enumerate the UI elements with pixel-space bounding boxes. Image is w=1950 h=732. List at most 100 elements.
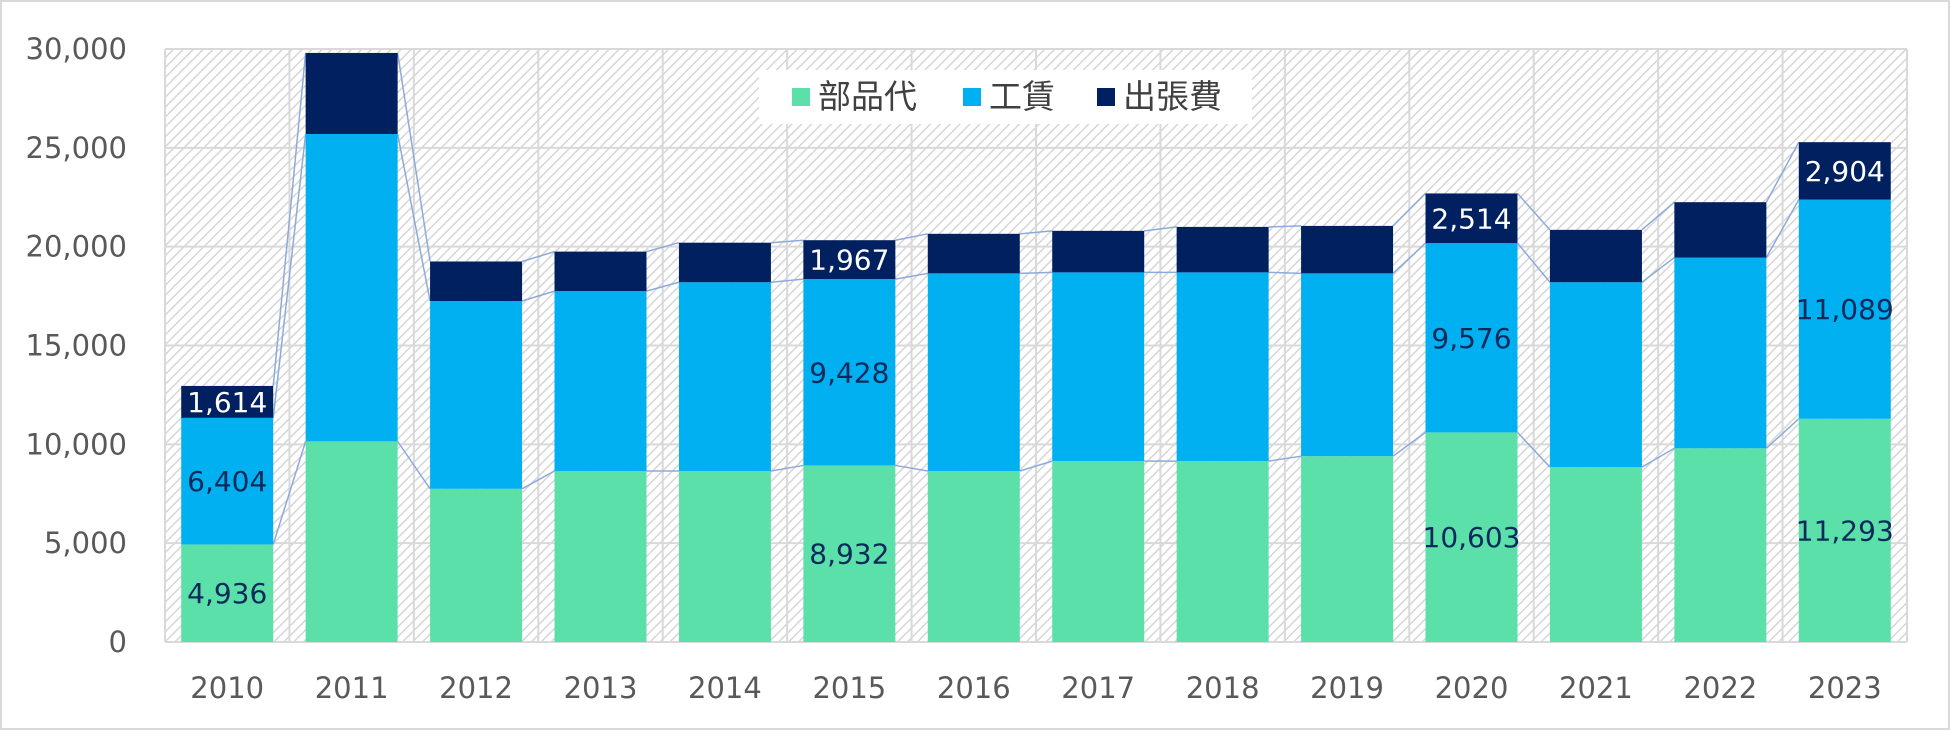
- series-line: [1516, 242, 1551, 283]
- series-line: [272, 441, 307, 545]
- bar-segment: [554, 471, 647, 642]
- bar-segment: [1301, 225, 1394, 274]
- bar-segment: [1798, 418, 1891, 642]
- bar-segment: [1176, 461, 1269, 642]
- bar-segment: [1052, 272, 1145, 462]
- series-line: [895, 464, 928, 472]
- series-line: [396, 133, 431, 302]
- x-tick-label: 2017: [1061, 671, 1135, 705]
- y-axis: 0 5,000 10,000 15,000 20,000 25,000 30,000: [26, 32, 127, 659]
- y-tick-label: 15,000: [26, 329, 127, 363]
- x-tick-label: 2012: [439, 671, 513, 705]
- series-line: [1268, 225, 1302, 228]
- series-line: [1019, 271, 1053, 275]
- x-tick-label: 2013: [564, 671, 638, 705]
- bar-segment: [1549, 467, 1642, 642]
- x-tick-label: 2016: [937, 671, 1011, 705]
- bar-segment: [927, 273, 1020, 472]
- x-tick-label: 2010: [190, 671, 264, 705]
- data-label: 9,428: [809, 356, 889, 389]
- x-axis: 2010 2011 2012 2013 2014 2015 2016 2017 2018 2019…: [190, 671, 1881, 705]
- bar-segment: [803, 465, 896, 642]
- series-line: [1516, 192, 1551, 231]
- series-line: [1392, 192, 1427, 227]
- bar-segment: [305, 52, 398, 134]
- bars: [181, 52, 1891, 642]
- bar-segment: [430, 261, 523, 302]
- legend-swatch-labor: [963, 88, 981, 106]
- bar-segment: [1052, 230, 1145, 273]
- bar-segment: [1052, 461, 1145, 642]
- series-line: [1392, 431, 1426, 457]
- bar-segment: [554, 291, 647, 472]
- bar-segment: [1176, 272, 1269, 462]
- data-label: 11,089: [1796, 293, 1894, 326]
- bar-segment: [1674, 448, 1767, 642]
- series-line: [895, 233, 928, 241]
- bar-segment: [554, 251, 647, 292]
- legend-swatch-parts: [792, 88, 810, 106]
- series-line: [646, 281, 680, 292]
- bar-segment: [305, 441, 398, 642]
- legend-label-labor: 工賃: [989, 77, 1055, 116]
- series-line: [1268, 271, 1302, 275]
- y-tick-label: 10,000: [26, 427, 127, 461]
- series-line: [1641, 201, 1675, 231]
- series-line: [1765, 141, 1800, 203]
- bar-segment: [678, 282, 771, 472]
- y-tick-label: 25,000: [26, 131, 127, 165]
- y-tick-label: 20,000: [26, 230, 127, 264]
- bar-segment: [181, 417, 274, 545]
- bar-segment: [1798, 142, 1891, 200]
- bar-segment: [1798, 199, 1891, 419]
- series-line: [770, 239, 804, 244]
- bar-segment: [803, 240, 896, 280]
- legend-label-parts: 部品代: [818, 77, 917, 116]
- data-label: 2,514: [1431, 202, 1511, 235]
- bar-segment: [678, 471, 771, 642]
- x-tick-label: 2020: [1435, 671, 1509, 705]
- series-line: [1019, 460, 1053, 472]
- x-tick-label: 2023: [1808, 671, 1882, 705]
- data-label: 4,936: [187, 577, 267, 610]
- bar-segment: [1301, 456, 1394, 642]
- series-line: [1765, 418, 1800, 449]
- series-line: [521, 470, 555, 490]
- series-line: [1392, 242, 1427, 274]
- data-label: 11,293: [1796, 514, 1894, 547]
- bar-segment: [678, 242, 771, 283]
- bar-segment: [1425, 243, 1518, 433]
- bar-segment: [927, 233, 1020, 274]
- data-label: 8,932: [809, 538, 889, 571]
- bar-segment: [430, 488, 523, 642]
- series-line: [1641, 447, 1675, 468]
- series-line: [396, 52, 431, 262]
- series-lines: [272, 52, 1800, 545]
- series-line: [1019, 230, 1053, 235]
- y-tick-label: 5,000: [44, 526, 127, 560]
- bar-segment: [1425, 432, 1518, 642]
- x-tick-label: 2021: [1559, 671, 1633, 705]
- bar-segment: [430, 301, 523, 489]
- y-tick-label: 30,000: [26, 32, 127, 66]
- data-label: 1,967: [809, 244, 889, 277]
- x-tick-label: 2018: [1186, 671, 1260, 705]
- x-tick-label: 2014: [688, 671, 762, 705]
- legend-box: [759, 70, 1252, 124]
- bar-segment: [1674, 202, 1767, 258]
- series-line: [646, 241, 680, 253]
- series-line: [1516, 431, 1551, 468]
- series-line: [895, 272, 928, 280]
- series-line: [521, 250, 555, 263]
- bar-segment: [1176, 226, 1269, 273]
- series-line: [397, 440, 431, 490]
- data-label: 9,576: [1431, 322, 1511, 355]
- legend: 部品代 工賃 出張費: [759, 70, 1252, 124]
- x-tick-label: 2011: [315, 671, 389, 705]
- y-tick-label: 0: [109, 625, 127, 659]
- series-line: [272, 52, 307, 387]
- bar-segment: [181, 544, 274, 642]
- bar-segment: [1549, 282, 1642, 468]
